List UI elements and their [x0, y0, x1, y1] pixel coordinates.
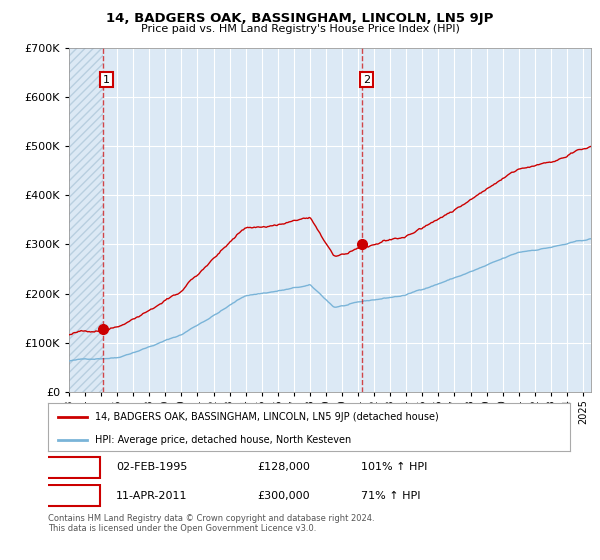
Text: £300,000: £300,000 [257, 491, 310, 501]
Text: 101% ↑ HPI: 101% ↑ HPI [361, 463, 428, 472]
FancyBboxPatch shape [43, 486, 100, 506]
Text: 14, BADGERS OAK, BASSINGHAM, LINCOLN, LN5 9JP: 14, BADGERS OAK, BASSINGHAM, LINCOLN, LN… [106, 12, 494, 25]
Text: 71% ↑ HPI: 71% ↑ HPI [361, 491, 421, 501]
Text: HPI: Average price, detached house, North Kesteven: HPI: Average price, detached house, Nort… [95, 435, 351, 445]
Text: Contains HM Land Registry data © Crown copyright and database right 2024.
This d: Contains HM Land Registry data © Crown c… [48, 514, 374, 533]
Text: £128,000: £128,000 [257, 463, 310, 472]
Bar [69, 48, 103, 392]
Text: 14, BADGERS OAK, BASSINGHAM, LINCOLN, LN5 9JP (detached house): 14, BADGERS OAK, BASSINGHAM, LINCOLN, LN… [95, 412, 439, 422]
Text: Price paid vs. HM Land Registry's House Price Index (HPI): Price paid vs. HM Land Registry's House … [140, 24, 460, 34]
Text: 2: 2 [68, 489, 75, 502]
FancyBboxPatch shape [43, 457, 100, 478]
Text: 2: 2 [363, 74, 370, 85]
Text: 11-APR-2011: 11-APR-2011 [116, 491, 187, 501]
Bar [69, 48, 103, 392]
Text: 02-FEB-1995: 02-FEB-1995 [116, 463, 187, 472]
Text: 1: 1 [103, 74, 110, 85]
Text: 1: 1 [68, 461, 75, 474]
